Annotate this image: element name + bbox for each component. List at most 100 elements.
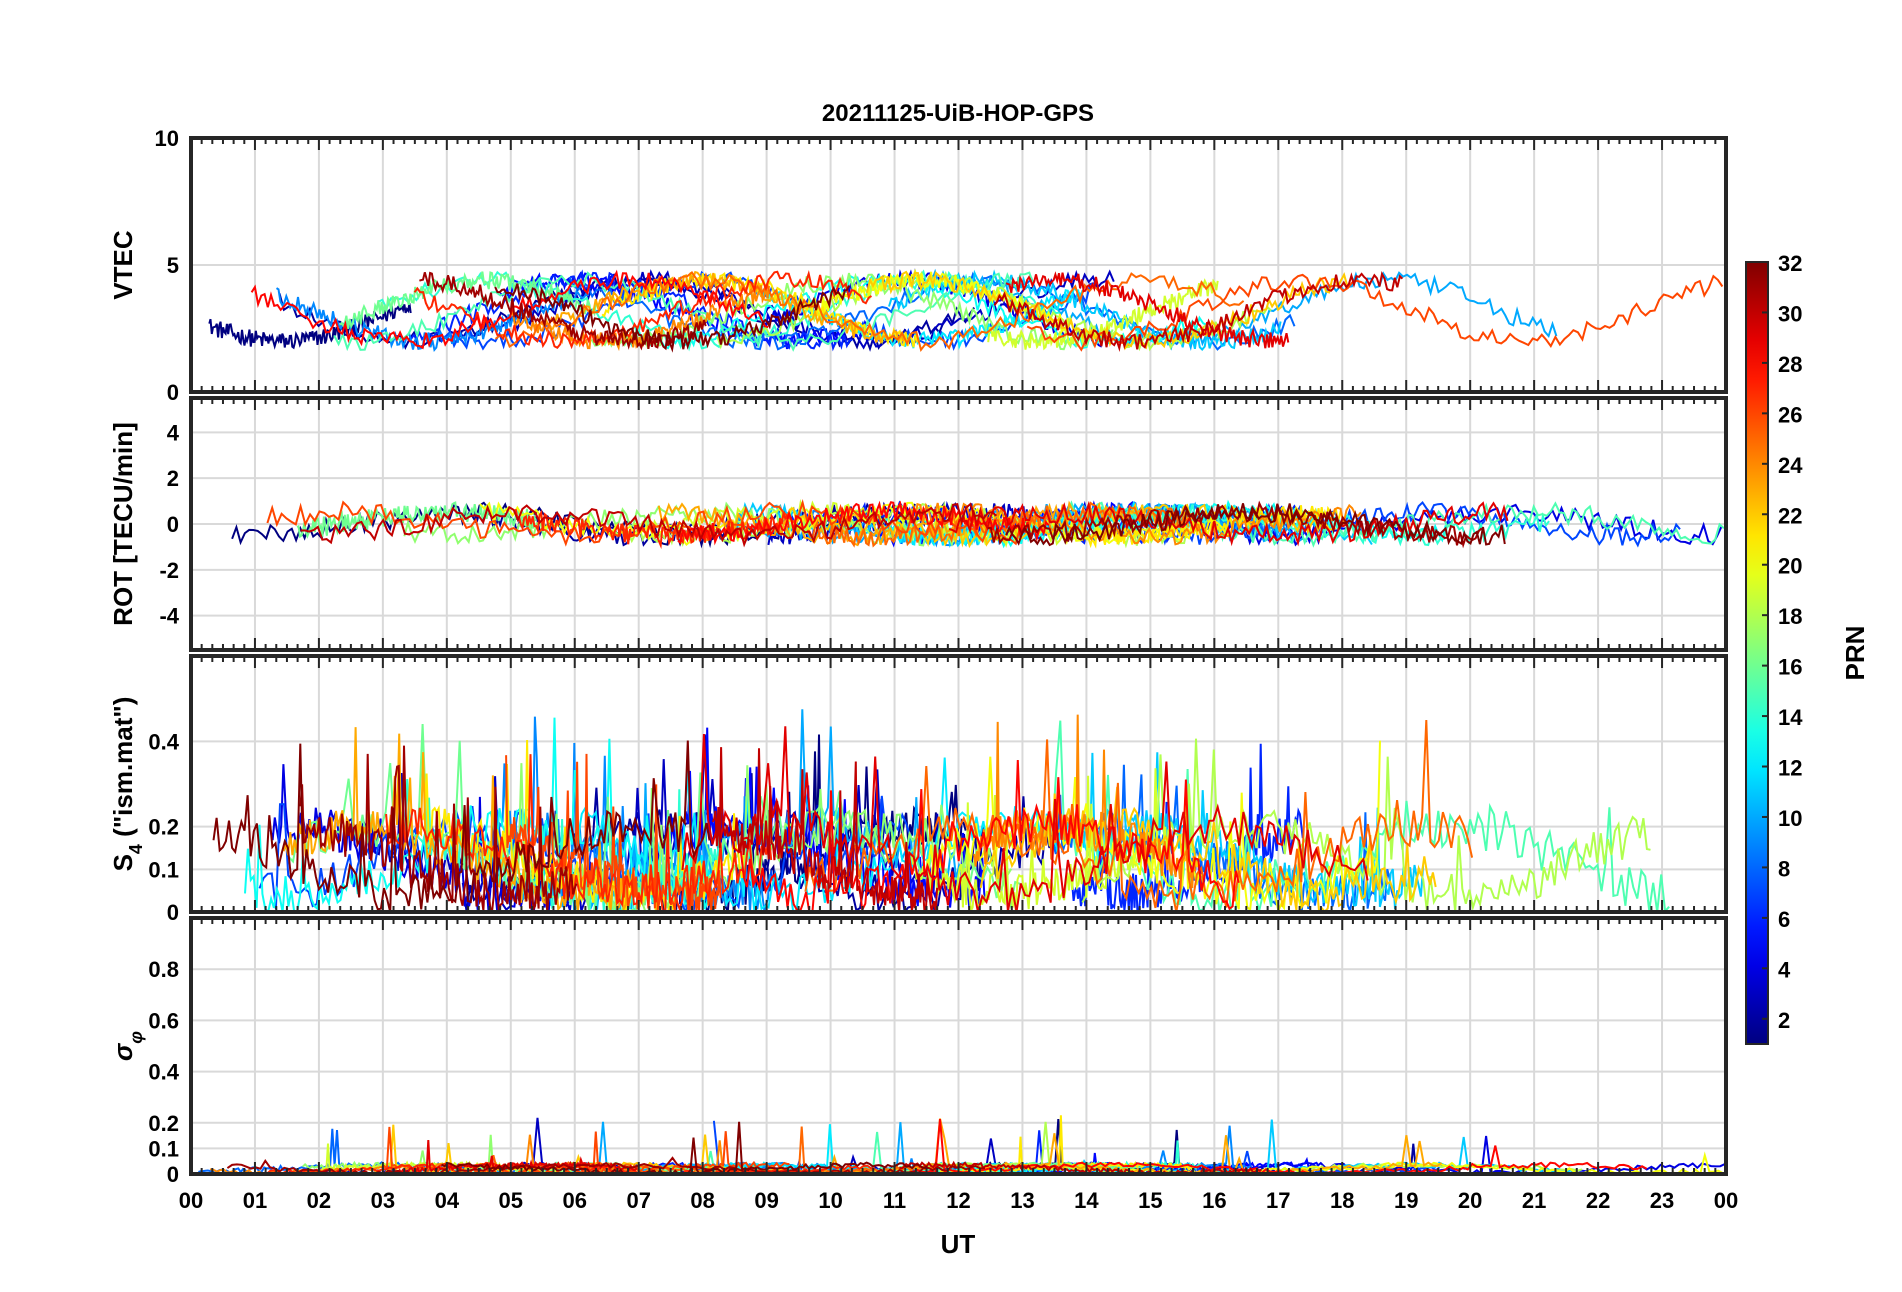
y-tick-label: 0.1 <box>148 1136 179 1161</box>
series-line-prn-28 <box>250 269 769 350</box>
y-tick-label: 0 <box>167 512 179 537</box>
y-tick-label: 0.4 <box>148 1060 179 1085</box>
series-line-prn-32 <box>212 740 711 912</box>
series-line-prn-13 <box>244 717 709 912</box>
x-tick-label: 08 <box>690 1188 714 1213</box>
series-line-prn-28 <box>912 1119 1648 1174</box>
series-line-prn-29 <box>948 500 1509 547</box>
colorbar-tick-label: 22 <box>1778 503 1802 528</box>
x-tick-label: 00 <box>179 1188 203 1213</box>
colorbar-tick-label: 14 <box>1778 705 1803 730</box>
colorbar-tick-label: 20 <box>1778 554 1802 579</box>
series-line-prn-21 <box>601 272 919 348</box>
series-line-prn-25 <box>494 271 1245 353</box>
colorbar-tick-label: 2 <box>1778 1008 1790 1033</box>
series-group <box>212 709 1670 912</box>
series-line-prn-24 <box>509 285 771 352</box>
x-tick-label: 14 <box>1074 1188 1099 1213</box>
x-tick-label: 21 <box>1522 1188 1546 1213</box>
series-group <box>231 498 1725 550</box>
x-tick-label: 15 <box>1138 1188 1162 1213</box>
x-tick-label: 03 <box>371 1188 395 1213</box>
series-line-prn-30 <box>993 270 1404 353</box>
x-tick-label: 01 <box>243 1188 267 1213</box>
series-line-prn-24 <box>896 502 1362 546</box>
panel-s4: 00.10.20.4S4 ("ism.mat") <box>108 654 1728 925</box>
colorbar-tick-label: 28 <box>1778 352 1802 377</box>
y-tick-label: 0.2 <box>148 815 179 840</box>
series-line-prn-30 <box>300 502 998 548</box>
series-group <box>208 268 1724 353</box>
x-tick-label: 18 <box>1330 1188 1354 1213</box>
colorbar-tick-label: 4 <box>1778 957 1791 982</box>
y-tick-label: 0.2 <box>148 1111 179 1136</box>
x-tick-label: 20 <box>1458 1188 1482 1213</box>
y-tick-label: 4 <box>167 420 180 445</box>
series-line-prn-31 <box>419 271 707 351</box>
series-line-prn-30 <box>711 747 939 912</box>
x-tick-label: 00 <box>1714 1188 1738 1213</box>
y-tick-label: 0.8 <box>148 957 179 982</box>
y-label-rest: ("ism.mat") <box>108 697 138 844</box>
x-tick-label: 13 <box>1010 1188 1034 1213</box>
y-tick-label: 2 <box>167 466 179 491</box>
y-tick-label: 10 <box>155 126 179 151</box>
colorbar-tick-label: 10 <box>1778 806 1802 831</box>
series-line-prn-1 <box>208 303 412 350</box>
series-line-prn-25 <box>804 719 1474 912</box>
x-tick-label: 17 <box>1266 1188 1290 1213</box>
colorbar-tick-label: 12 <box>1778 756 1802 781</box>
y-tick-label: 0 <box>167 380 179 405</box>
x-tick-label: 11 <box>883 1188 906 1213</box>
y-label-sub: 4 <box>126 844 146 854</box>
x-tick-label: 23 <box>1650 1188 1674 1213</box>
x-tick-label: 16 <box>1202 1188 1226 1213</box>
y-axis-label-s4: S4 ("ism.mat") <box>108 697 146 872</box>
series-line-prn-31 <box>299 745 578 912</box>
x-tick-label: 10 <box>818 1188 842 1213</box>
colorbar-gradient <box>1745 261 1769 1045</box>
series-line-prn-28 <box>677 500 1050 546</box>
series-line-prn-32 <box>1005 503 1506 547</box>
x-tick-label: 04 <box>435 1188 460 1213</box>
colorbar-tick-label: 6 <box>1778 907 1790 932</box>
colorbar-tick-label: 32 <box>1778 251 1802 276</box>
series-line-prn-20 <box>809 268 1069 335</box>
series-line-prn-23 <box>282 727 634 912</box>
y-axis-label-sigma: σφ <box>108 1031 146 1061</box>
y-tick-label: -2 <box>159 558 179 583</box>
y-axis-label-vtec: VTEC <box>108 230 138 300</box>
panel-vtec: 0 5 10 VTEC <box>108 126 1728 405</box>
series-line-prn-26 <box>1026 273 1724 352</box>
y-label-main: σ <box>108 1042 138 1061</box>
y-tick-label: 5 <box>167 253 179 278</box>
colorbar-label: PRN <box>1840 626 1870 681</box>
y-tick-label: -4 <box>159 604 179 629</box>
series-line-prn-23 <box>540 270 905 345</box>
series-line-prn-32 <box>494 283 851 353</box>
y-label-main: S <box>108 854 138 871</box>
y-axis-label-rot: ROT [TECU/min] <box>108 422 138 626</box>
x-axis-label: UT <box>941 1229 976 1259</box>
colorbar-tick-label: 26 <box>1778 402 1802 427</box>
x-tick-label: 19 <box>1394 1188 1418 1213</box>
y-tick-label: 0 <box>167 900 179 925</box>
panel-rot: -4 -2 0 2 4 ROT [TECU/min] <box>108 396 1728 652</box>
series-line-prn-29 <box>1005 271 1290 349</box>
series-line-prn-22 <box>866 270 1349 351</box>
y-label-sub: φ <box>126 1031 146 1044</box>
panel-sigma: 00.10.2 0.4 0.6 0.8 σφ <box>108 916 1728 1187</box>
series-line-prn-27 <box>385 754 773 912</box>
series-line-prn-23 <box>657 500 1190 547</box>
y-tick-label: 0.6 <box>148 1008 179 1033</box>
x-tick-label: 06 <box>563 1188 587 1213</box>
series-line-prn-18 <box>716 270 1272 352</box>
series-line-prn-23 <box>737 1118 1443 1174</box>
y-tick-label: 0.4 <box>148 729 179 754</box>
x-tick-label: 02 <box>307 1188 331 1213</box>
x-tick-label: 07 <box>626 1188 650 1213</box>
x-tick-label: 09 <box>754 1188 778 1213</box>
